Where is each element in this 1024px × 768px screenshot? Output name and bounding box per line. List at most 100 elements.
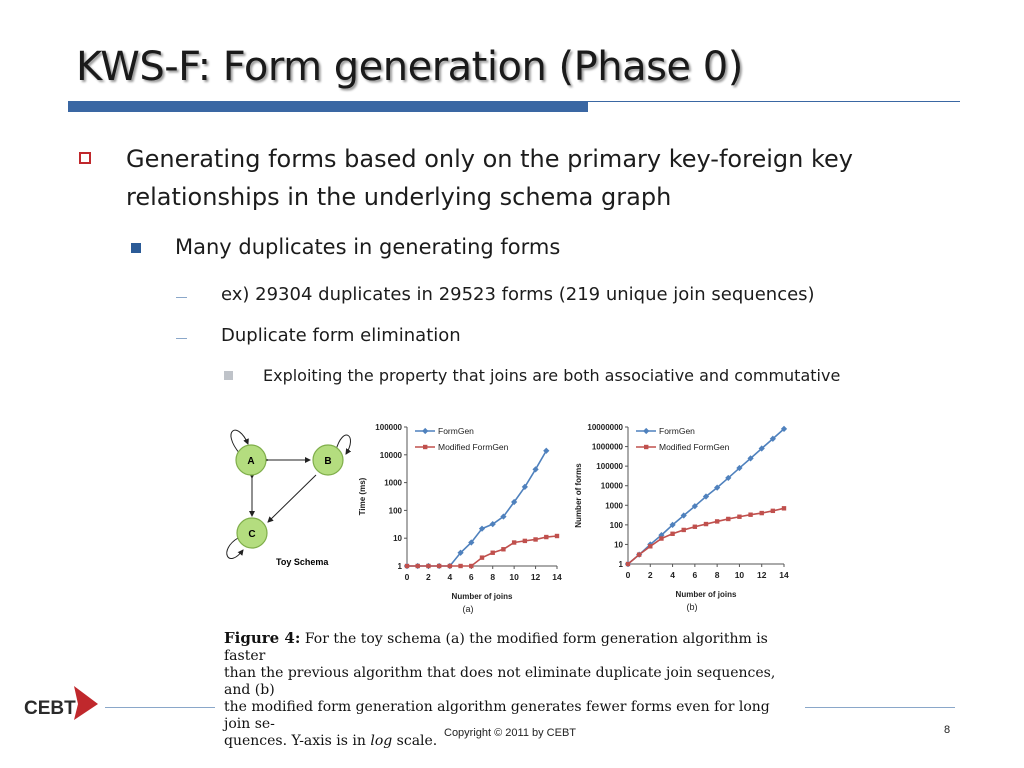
- self-loop-a: [230, 429, 249, 455]
- node-b: [312, 444, 344, 476]
- page-number: 8: [944, 724, 951, 736]
- legend-marker: [423, 444, 428, 450]
- square-bullet-icon: [131, 243, 141, 253]
- y-tick-label: 10000: [380, 451, 403, 460]
- data-point: [490, 550, 495, 555]
- legend-marker: [643, 427, 650, 435]
- panel-label: (a): [463, 604, 474, 614]
- data-point: [692, 524, 698, 529]
- x-tick-label: 8: [715, 570, 720, 580]
- edge-b-c: [267, 474, 317, 523]
- data-point: [404, 563, 410, 569]
- data-point: [748, 512, 753, 517]
- data-point: [670, 531, 675, 536]
- x-tick-label: 10: [735, 570, 745, 580]
- title-rule-thin: [588, 101, 960, 102]
- data-point: [703, 521, 709, 527]
- x-tick-label: 14: [552, 572, 562, 582]
- data-point: [781, 506, 787, 511]
- caption-line4-a: quences. Y-axis is in: [224, 733, 366, 749]
- caption-line2: than the previous algorithm that does no…: [224, 665, 776, 698]
- node-c-label: C: [248, 529, 255, 540]
- dash-bullet-icon: [176, 297, 187, 298]
- data-point: [636, 552, 642, 557]
- y-tick-label: 100000: [375, 423, 402, 432]
- x-tick-label: 4: [447, 572, 452, 582]
- x-tick-label: 6: [469, 572, 474, 582]
- data-point: [554, 533, 560, 539]
- dash-bullet-icon: [176, 338, 187, 339]
- data-point: [759, 510, 764, 516]
- legend-label: FormGen: [438, 426, 474, 436]
- data-point: [737, 514, 742, 519]
- footer-copyright: Copyright © 2011 by CEBT: [444, 727, 577, 739]
- legend-label: Modified FormGen: [438, 442, 509, 452]
- data-point: [543, 447, 550, 454]
- data-point: [544, 534, 549, 540]
- slide-title: KWS-F: Form generation (Phase 0): [76, 44, 743, 90]
- x-axis-label: Number of joins: [452, 592, 513, 601]
- self-loop-b: [335, 434, 352, 455]
- data-point: [714, 519, 720, 524]
- data-point: [648, 544, 653, 549]
- data-point: [511, 498, 518, 506]
- x-tick-label: 6: [692, 570, 697, 580]
- data-point: [426, 563, 431, 569]
- data-point: [447, 563, 453, 569]
- node-a: [235, 444, 267, 476]
- data-point: [458, 563, 463, 569]
- bullet-elimination: Duplicate form elimination: [221, 325, 461, 346]
- bullet-example: ex) 29304 duplicates in 29523 forms (219…: [221, 284, 815, 305]
- bullet-many-duplicates: Many duplicates in generating forms: [175, 235, 561, 259]
- x-tick-label: 8: [490, 572, 495, 582]
- legend-label: FormGen: [659, 426, 695, 436]
- legend-label: Modified FormGen: [659, 442, 730, 452]
- caption-figure-label: Figure 4:: [224, 629, 301, 647]
- data-point: [521, 483, 528, 491]
- caption-log: log: [370, 733, 393, 749]
- logo-arrow-shape: [74, 686, 98, 720]
- x-tick-label: 12: [757, 570, 767, 580]
- data-point: [681, 527, 686, 533]
- hollow-square-bullet-icon: [79, 152, 91, 164]
- y-axis-label: Number of forms: [574, 463, 583, 528]
- y-tick-label: 10000: [601, 482, 624, 491]
- x-tick-label: 2: [648, 570, 653, 580]
- x-tick-label: 2: [426, 572, 431, 582]
- data-point: [770, 508, 776, 514]
- data-point: [769, 435, 776, 442]
- footer-rule-right: [805, 707, 955, 708]
- y-tick-label: 1000: [605, 501, 623, 510]
- x-tick-label: 12: [531, 572, 541, 582]
- data-point: [659, 536, 664, 541]
- chart-forms: 1 10 100 1000 10000 100000 1000000 10000000 0 2 4 6…: [574, 423, 789, 612]
- node-a-label: A: [247, 456, 254, 467]
- y-tick-label: 10000000: [587, 423, 623, 432]
- self-loop-c: [226, 537, 244, 559]
- bullet-primary-key: Generating forms based only on the prima…: [126, 140, 946, 216]
- bullet-text-line2: relationships in the underlying schema g…: [126, 183, 672, 211]
- data-point: [415, 563, 420, 569]
- grey-square-bullet-icon: [224, 371, 233, 380]
- data-point: [726, 516, 731, 522]
- y-axis-label: Time (ms): [358, 477, 367, 515]
- data-point: [625, 561, 631, 567]
- bullet-associative: Exploiting the property that joins are b…: [263, 366, 841, 385]
- toy-schema-label: Toy Schema: [276, 557, 329, 567]
- x-tick-label: 10: [509, 572, 519, 582]
- y-tick-label: 1: [398, 562, 403, 571]
- data-point: [436, 563, 442, 569]
- data-point: [533, 537, 538, 542]
- node-c: [236, 517, 268, 549]
- x-axis-label: Number of joins: [676, 590, 737, 599]
- caption-line1: For the toy schema (a) the modified form…: [224, 631, 768, 664]
- x-tick-label: 0: [626, 570, 631, 580]
- x-tick-label: 14: [779, 570, 789, 580]
- cebt-logo: CEBT: [24, 686, 98, 720]
- y-tick-label: 100: [610, 521, 624, 530]
- y-tick-label: 100000: [596, 462, 623, 471]
- node-b-label: B: [324, 456, 331, 467]
- data-point: [479, 555, 485, 560]
- data-point: [501, 547, 506, 552]
- data-point: [511, 540, 517, 545]
